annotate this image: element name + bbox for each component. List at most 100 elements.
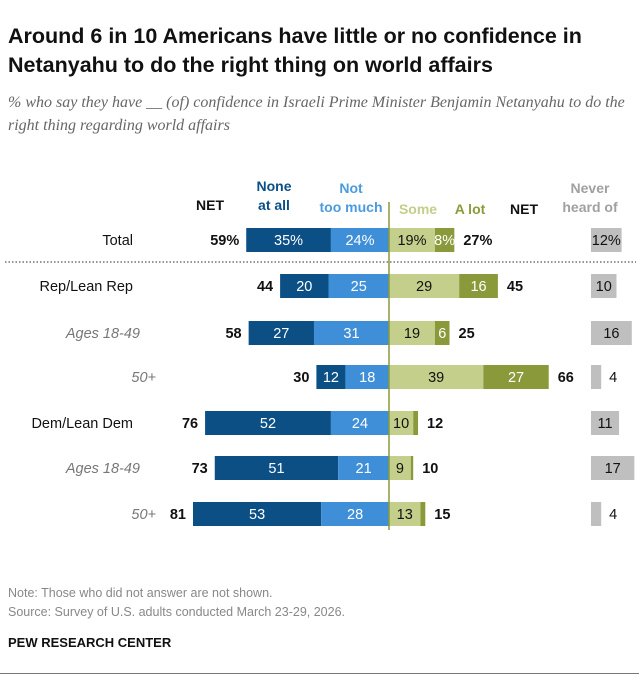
label-a-lot: 6 [438, 326, 446, 342]
net-negative-value: 76 [182, 416, 198, 432]
net-positive-value: 10 [422, 461, 438, 477]
header-none-line2: at all [258, 197, 290, 213]
label-some: 19% [397, 233, 426, 249]
bar-a-lot [410, 456, 414, 480]
bar-some [389, 456, 411, 480]
header-none-line1: None [257, 178, 292, 194]
bar-not-too-much [338, 456, 389, 480]
net-negative-value: 30 [293, 370, 309, 386]
label-not-too-much: 28 [347, 507, 363, 523]
net-positive-value: 66 [558, 370, 574, 386]
row-label: Ages 18-49 [65, 461, 140, 477]
row-label: Total [102, 233, 133, 249]
label-none-at-all: 20 [296, 279, 312, 295]
label-some: 10 [393, 416, 409, 432]
bar-a-lot [413, 411, 419, 435]
label-none-at-all: 52 [260, 416, 276, 432]
label-some: 9 [396, 461, 404, 477]
bar-none-at-all [192, 502, 322, 526]
label-never-heard: 16 [603, 326, 619, 342]
header-net-negative: NET [196, 197, 224, 213]
header-a-lot: A lot [455, 201, 486, 217]
bar-never-heard [591, 502, 602, 526]
bar-none-at-all [280, 274, 329, 298]
bar-none-at-all [246, 228, 331, 252]
net-negative-value: 44 [257, 279, 273, 295]
net-positive-value: 12 [427, 416, 443, 432]
label-none-at-all: 35% [274, 233, 303, 249]
row-label: 50+ [131, 370, 156, 386]
bar-not-too-much [313, 321, 389, 345]
label-none-at-all: 27 [273, 326, 289, 342]
label-some: 19 [404, 326, 420, 342]
label-none-at-all: 12 [323, 370, 339, 386]
bar-not-too-much [328, 274, 389, 298]
bar-none-at-all [316, 365, 346, 389]
bar-some [389, 228, 435, 252]
bar-not-too-much [345, 365, 389, 389]
label-some: 29 [416, 279, 432, 295]
row-label: Dem/Lean Dem [31, 416, 133, 432]
net-positive-value: 45 [507, 279, 523, 295]
label-not-too-much: 18 [359, 370, 375, 386]
net-negative-value: 58 [225, 326, 241, 342]
row-label: Ages 18-49 [65, 326, 140, 342]
bar-some [389, 411, 414, 435]
header-some: Some [399, 201, 437, 217]
label-none-at-all: 53 [249, 507, 265, 523]
row-label: Rep/Lean Rep [39, 279, 133, 295]
label-a-lot: 16 [470, 279, 486, 295]
bar-a-lot [434, 228, 455, 252]
brand-label: PEW RESEARCH CENTER [8, 635, 172, 650]
net-positive-value: 27% [463, 233, 492, 249]
bar-never-heard [591, 228, 622, 252]
header-never-line1: Never [571, 180, 610, 196]
label-not-too-much: 24% [345, 233, 374, 249]
label-never-heard: 12% [592, 233, 621, 249]
header-net-positive: NET [510, 201, 538, 217]
bar-a-lot [420, 502, 426, 526]
net-positive-value: 15 [434, 507, 450, 523]
net-negative-value: 81 [170, 507, 186, 523]
label-some: 13 [397, 507, 413, 523]
bar-a-lot [459, 274, 498, 298]
bar-never-heard [591, 411, 620, 435]
label-never-heard: 11 [597, 416, 612, 432]
label-not-too-much: 21 [356, 461, 372, 477]
header-not-too-much-line2: too much [320, 199, 383, 215]
chart-source: Source: Survey of U.S. adults conducted … [8, 605, 345, 619]
bar-some [389, 502, 421, 526]
bar-never-heard [591, 321, 632, 345]
bar-never-heard [591, 274, 617, 298]
bar-some [389, 321, 435, 345]
net-negative-value: 59% [210, 233, 239, 249]
bar-none-at-all [214, 456, 339, 480]
label-not-too-much: 24 [352, 416, 368, 432]
bar-some [389, 274, 460, 298]
label-some: 39 [428, 370, 444, 386]
bar-a-lot [483, 365, 549, 389]
bar-none-at-all [248, 321, 314, 345]
bar-some [389, 365, 484, 389]
header-never-line2: heard of [562, 199, 618, 215]
chart-note: Note: Those who did not answer are not s… [8, 586, 273, 600]
chart-title: Around 6 in 10 Americans have little or … [8, 24, 582, 77]
label-never-heard: 4 [609, 370, 617, 386]
label-none-at-all: 51 [268, 461, 284, 477]
net-positive-value: 25 [459, 326, 475, 342]
bar-none-at-all [205, 411, 331, 435]
label-never-heard: 4 [609, 507, 617, 523]
bar-not-too-much [330, 228, 389, 252]
row-label: 50+ [131, 507, 156, 523]
bar-not-too-much [330, 411, 389, 435]
label-not-too-much: 31 [343, 326, 359, 342]
net-negative-value: 73 [192, 461, 208, 477]
chart-subtitle: % who say they have __ (of) confidence i… [8, 94, 625, 134]
bottom-rule [0, 673, 639, 674]
label-never-heard: 10 [596, 279, 612, 295]
bar-a-lot [434, 321, 450, 345]
header-not-too-much-line1: Not [339, 180, 363, 196]
label-a-lot: 27 [508, 370, 524, 386]
